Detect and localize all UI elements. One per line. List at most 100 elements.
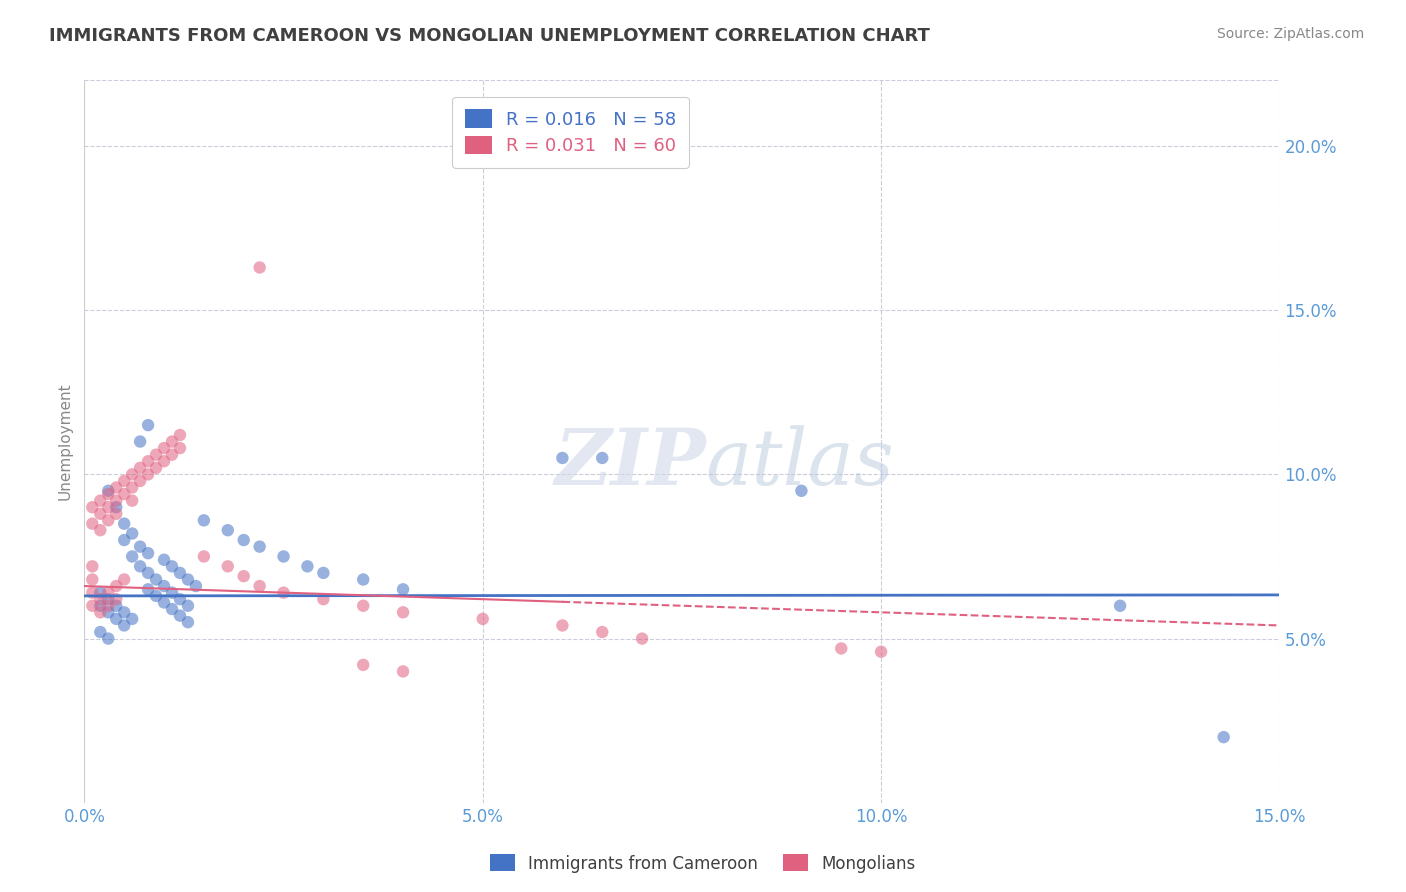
Y-axis label: Unemployment: Unemployment (58, 383, 73, 500)
Point (121, 549, 143, 564)
Point (112, 618, 135, 632)
Point (631, 632, 654, 646)
Point (177, 573, 200, 587)
Point (129, 434, 152, 449)
Point (136, 566, 159, 580)
Point (193, 513, 215, 527)
Point (121, 481, 143, 495)
Point (105, 612, 128, 626)
Point (112, 487, 135, 501)
Point (153, 553, 176, 567)
Point (160, 559, 183, 574)
Point (177, 615, 200, 630)
Point (312, 592, 335, 607)
Point (89, 523, 111, 537)
Point (105, 500, 128, 515)
Point (82, 559, 104, 574)
Point (105, 481, 128, 495)
Point (112, 573, 135, 587)
Point (1109, 599, 1132, 613)
Point (870, 645, 893, 659)
Point (121, 612, 143, 626)
Point (273, 585, 295, 599)
Point (136, 418, 159, 433)
Text: atlas: atlas (706, 425, 894, 501)
Point (129, 559, 152, 574)
Point (89, 605, 111, 619)
Point (160, 602, 183, 616)
Point (89, 592, 111, 607)
Point (160, 585, 183, 599)
Point (169, 428, 191, 442)
Point (136, 467, 159, 482)
Point (97, 483, 120, 498)
Point (169, 441, 191, 455)
Point (89, 507, 111, 521)
Point (82, 516, 104, 531)
Point (217, 523, 239, 537)
Point (471, 612, 494, 626)
Point (232, 569, 254, 583)
Point (145, 573, 167, 587)
Point (177, 599, 200, 613)
Point (160, 434, 183, 449)
Point (145, 589, 167, 603)
Point (392, 605, 415, 619)
Legend: R = 0.016   N = 58, R = 0.031   N = 60: R = 0.016 N = 58, R = 0.031 N = 60 (451, 96, 689, 168)
Point (312, 566, 335, 580)
Text: IMMIGRANTS FROM CAMEROON VS MONGOLIAN UNEMPLOYMENT CORRELATION CHART: IMMIGRANTS FROM CAMEROON VS MONGOLIAN UN… (49, 27, 931, 45)
Point (82, 599, 104, 613)
Point (153, 595, 176, 609)
Point (121, 526, 143, 541)
Point (97, 605, 120, 619)
Point (97, 487, 120, 501)
Point (249, 540, 271, 554)
Point (89, 493, 111, 508)
Point (551, 450, 574, 465)
Point (352, 599, 374, 613)
Point (89, 625, 111, 640)
Point (392, 582, 415, 597)
Point (97, 599, 120, 613)
Point (153, 579, 176, 593)
Point (129, 460, 152, 475)
Text: Source: ZipAtlas.com: Source: ZipAtlas.com (1216, 27, 1364, 41)
Point (105, 599, 128, 613)
Point (112, 474, 135, 488)
Point (297, 559, 319, 574)
Point (1212, 730, 1234, 744)
Point (160, 448, 183, 462)
Point (153, 441, 176, 455)
Point (112, 605, 135, 619)
Point (121, 493, 143, 508)
Point (97, 500, 120, 515)
Point (129, 474, 152, 488)
Point (790, 483, 813, 498)
Point (145, 448, 167, 462)
Point (112, 533, 135, 547)
Point (591, 450, 613, 465)
Point (105, 579, 128, 593)
Point (97, 592, 120, 607)
Point (249, 579, 271, 593)
Point (105, 507, 128, 521)
Point (169, 566, 191, 580)
Point (232, 533, 254, 547)
Point (249, 260, 271, 275)
Point (551, 618, 574, 632)
Point (193, 549, 215, 564)
Point (591, 625, 613, 640)
Point (89, 585, 111, 599)
Point (830, 641, 852, 656)
Point (169, 608, 191, 623)
Point (89, 599, 111, 613)
Point (169, 592, 191, 607)
Point (136, 454, 159, 468)
Point (352, 657, 374, 672)
Point (129, 540, 152, 554)
Point (82, 500, 104, 515)
Text: ZIP: ZIP (554, 425, 706, 501)
Legend: Immigrants from Cameroon, Mongolians: Immigrants from Cameroon, Mongolians (484, 847, 922, 880)
Point (217, 559, 239, 574)
Point (153, 454, 176, 468)
